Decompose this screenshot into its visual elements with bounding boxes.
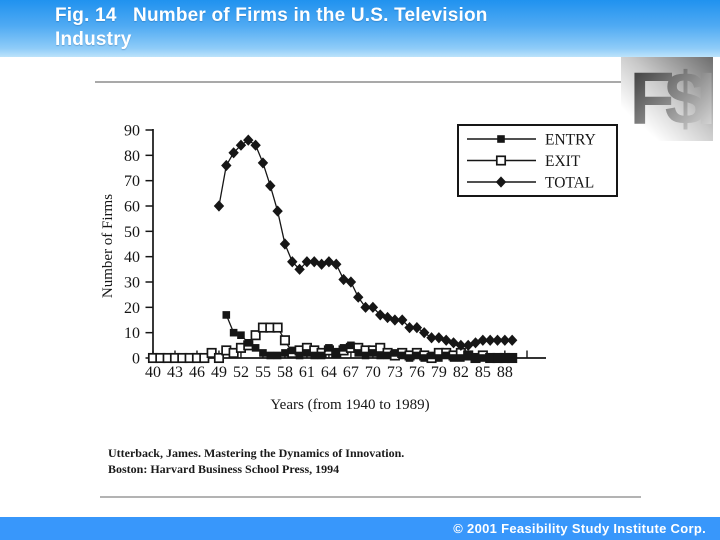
y-tick-label: 0	[132, 351, 140, 368]
x-tick-label: 70	[365, 364, 381, 381]
x-tick-label: 43	[167, 364, 183, 381]
x-tick-label: 76	[409, 364, 425, 381]
y-tick-label: 10	[124, 325, 140, 342]
slide-title-line1: Fig. 14 Number of Firms in the U.S. Tele…	[55, 5, 488, 26]
y-tick-label: 60	[124, 199, 140, 216]
source-citation-line1: Utterback, James. Mastering the Dynamics…	[108, 446, 405, 460]
legend-label: EXIT	[545, 153, 581, 170]
x-axis-title: Years (from 1940 to 1989)	[270, 397, 429, 413]
source-citation: Utterback, James. Mastering the Dynamics…	[108, 446, 404, 477]
x-tick-label: 58	[277, 364, 293, 381]
axes: 0 10 20 30 40 50 60 70 80 90 40 43 46 49 52 55 58 61 64 67 7…	[100, 123, 546, 413]
x-tick-label: 85	[475, 364, 491, 381]
legend: ENTRY EXIT TOTAL	[457, 124, 618, 197]
footer-bar: © 2001 Feasibility Study Institute Corp.	[0, 517, 720, 540]
x-tick-label: 64	[321, 364, 337, 381]
x-tick-label: 88	[497, 364, 513, 381]
x-tick-label: 73	[387, 364, 403, 381]
top-divider	[95, 81, 621, 83]
x-tick-label: 55	[255, 364, 271, 381]
x-tick-label: 52	[233, 364, 249, 381]
y-tick-label: 50	[124, 224, 140, 241]
total-series	[213, 134, 518, 351]
fsi-logo: F$I	[621, 57, 720, 141]
legend-label: ENTRY	[545, 132, 596, 149]
slide-title: Fig. 14 Number of Firms in the U.S. Tele…	[55, 4, 488, 52]
legend-label: TOTAL	[545, 175, 594, 192]
y-axis-title: Number of Firms	[100, 194, 116, 298]
fsi-logo-background	[621, 57, 713, 141]
y-tick-label: 90	[124, 123, 140, 140]
x-tick-label: 49	[211, 364, 227, 381]
fsi-logo-graphic: F$I	[621, 57, 720, 141]
x-tick-label: 82	[453, 364, 469, 381]
x-tick-label: 46	[189, 364, 205, 381]
y-tick-label: 20	[124, 300, 140, 317]
entry-series	[222, 311, 516, 362]
y-tick-label: 40	[124, 249, 140, 266]
y-tick-label: 30	[124, 275, 140, 292]
source-citation-line2: Boston: Harvard Business School Press, 1…	[108, 461, 340, 476]
fsi-logo-text: F$I	[630, 57, 712, 140]
y-tick-label: 70	[124, 173, 140, 190]
x-tick-label: 67	[343, 364, 359, 381]
x-tick-label: 40	[145, 364, 161, 381]
y-tick-label: 80	[124, 148, 140, 165]
x-tick-label: 79	[431, 364, 447, 381]
slide-title-line2: Industry	[55, 29, 132, 50]
copyright-text: © 2001 Feasibility Study Institute Corp.	[453, 521, 706, 536]
header-bar: Fig. 14 Number of Firms in the U.S. Tele…	[0, 0, 720, 57]
bottom-divider	[100, 496, 641, 498]
x-tick-label: 61	[299, 364, 315, 381]
